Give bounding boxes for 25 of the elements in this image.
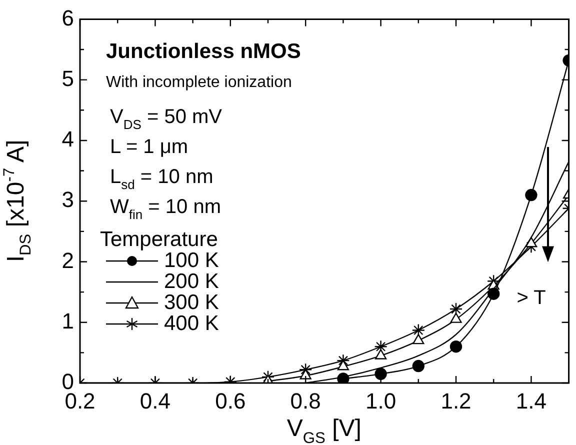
legend-label: 300 K (164, 291, 219, 314)
x-tick-label: 0.6 (215, 388, 246, 414)
y-tick-label: 6 (62, 5, 74, 30)
text: Junctionless nMOS (106, 40, 301, 64)
x-tick-label: 0.4 (140, 388, 170, 414)
x-tick-label: 1.4 (516, 388, 546, 414)
annotation: L = 1 μm (110, 136, 188, 158)
annotation: V$_{DS}$ = 50 mV (110, 106, 222, 132)
legend-label: 400 K (164, 312, 219, 336)
x-tick-label: 1.0 (366, 388, 396, 414)
legend-label: 200 K (164, 270, 219, 294)
annotation: L$_{sd}$ = 10 nm (110, 166, 214, 192)
annotation: W$_{fin}$ = 10 nm (110, 196, 222, 222)
legend-label: 100 K (164, 249, 219, 272)
y-tick-label: 3 (62, 187, 74, 212)
y-tick-label: 5 (62, 66, 74, 91)
x-tick-label: 1.2 (440, 388, 472, 414)
x-tick-label: 0.8 (290, 388, 321, 414)
y-tick-label: 2 (62, 248, 74, 273)
annotation: > T (516, 287, 546, 310)
text: With incomplete ionization (106, 74, 292, 92)
legend-title: Temperature (100, 228, 219, 252)
y-tick-label: 1 (62, 308, 74, 334)
x-axis-title: V$_{GS}$ [V] (286, 415, 362, 445)
y-tick-label: 4 (62, 126, 74, 152)
